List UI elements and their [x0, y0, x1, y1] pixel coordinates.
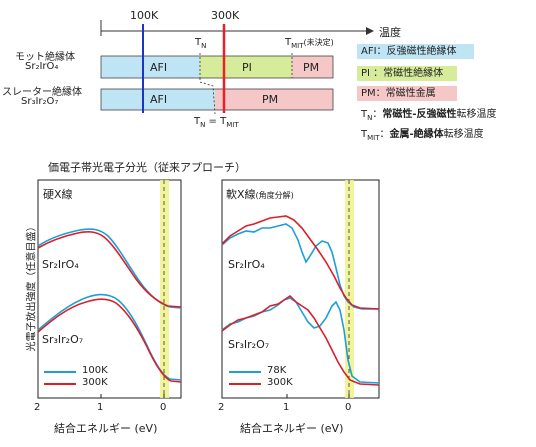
panel2-xtick-2: 2 — [218, 402, 225, 413]
p2-lower-300k — [221, 294, 380, 386]
row2-pm-label: PM — [262, 93, 279, 106]
tick-300k: 300K — [211, 9, 240, 22]
panel1-legend-100k: 100K — [82, 365, 108, 376]
row2-formula: Sr₃Ir₂O₇ — [21, 96, 59, 107]
row2-pm-region — [215, 89, 333, 110]
tmit-marker: TMIT(未決定) — [285, 37, 334, 50]
p1-lower-300k — [37, 298, 182, 383]
panel1-xtick-0: 0 — [160, 402, 167, 413]
row1-pm-label: PM — [303, 61, 320, 74]
panel1-xlabel: 結合エネルギー (eV) — [54, 422, 158, 435]
tick-100k: 100K — [130, 9, 159, 22]
panel2-xtick-0: 0 — [345, 402, 352, 413]
panel1-sample1: Sr₂IrO₄ — [42, 258, 79, 271]
p2-upper-300k — [221, 215, 380, 310]
row1-formula: Sr₂IrO₄ — [25, 61, 59, 72]
row2-afi-region — [101, 89, 215, 110]
tn-marker: TN — [195, 37, 207, 50]
panel2-legend-78k: 78K — [267, 365, 287, 376]
panel1-xtick-2: 2 — [34, 402, 41, 413]
panel2-title: 軟X線(角度分解) — [226, 188, 294, 201]
panel1-title: 硬X線 — [43, 188, 73, 201]
row1-pm-region — [292, 56, 333, 78]
panel2-sample2: Sr₃Ir₂O₇ — [228, 338, 270, 351]
legend-pi: PI ：常磁性絶縁体 — [357, 66, 457, 81]
row2-name: スレーター絶縁体 — [2, 87, 82, 98]
row2-afi-label: AFI — [150, 93, 168, 106]
legend-pm: PM：常磁性金属 — [357, 86, 457, 101]
tn-equals-tmit: TN = TMIT — [194, 116, 239, 129]
row1-afi-label: AFI — [150, 61, 168, 74]
row1-pi-label: PI — [242, 61, 252, 74]
phase-diagram — [100, 20, 374, 115]
row1-afi-region — [101, 56, 200, 78]
panel2-xtick-1: 1 — [283, 402, 290, 413]
legend-afi: AFI：反強磁性絶縁体 — [357, 44, 474, 59]
panel2-sample1: Sr₂IrO₄ — [228, 258, 265, 271]
legend-tn: TN：常磁性-反強磁性転移温度 — [361, 109, 497, 122]
panel1-legend-300k: 300K — [82, 377, 108, 388]
spectra-title: 価電子帯光電子分光（従来アプローチ） — [48, 161, 246, 174]
legend-tmit: TMIT：金属-絶縁体転移温度 — [361, 129, 484, 142]
row1-name: モット絶縁体 — [15, 52, 75, 63]
axis-label-temperature: 温度 — [379, 26, 401, 39]
panel2-legend-300k: 300K — [267, 377, 293, 388]
panel2-xlabel: 結合エネルギー (eV) — [240, 422, 344, 435]
p1-upper-300k — [37, 231, 182, 308]
panel1-xtick-1: 1 — [97, 402, 104, 413]
panel1-sample2: Sr₃Ir₂O₇ — [42, 333, 84, 346]
